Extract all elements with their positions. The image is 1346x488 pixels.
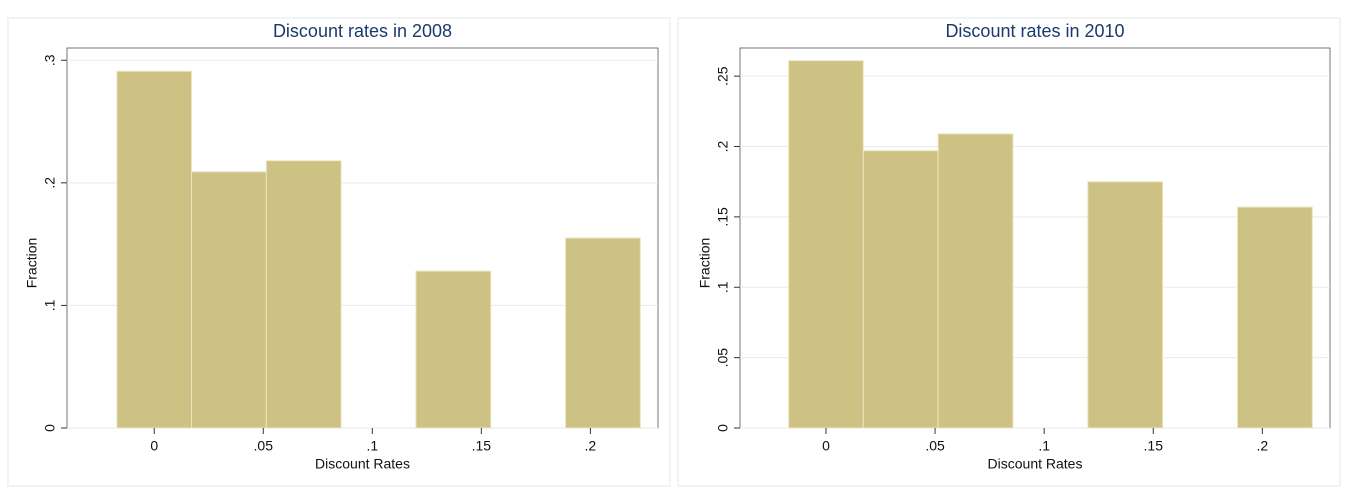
y-tick-label: .2 <box>42 177 58 189</box>
y-tick-label: .1 <box>42 299 58 311</box>
y-tick-label: 0 <box>42 424 58 432</box>
chart-title: Discount rates in 2008 <box>273 21 452 41</box>
y-tick-label: .3 <box>42 54 58 66</box>
x-tick-label: .1 <box>366 438 378 454</box>
x-tick-label: .2 <box>1257 438 1269 454</box>
y-tick-label: .05 <box>715 348 731 368</box>
y-tick-label: .2 <box>715 140 731 152</box>
y-tick-label: .25 <box>715 66 731 86</box>
y-axis-label: Fraction <box>24 238 40 289</box>
x-tick-label: .05 <box>925 438 945 454</box>
y-tick-label: 0 <box>715 424 731 432</box>
bar <box>415 270 492 429</box>
x-axis-label: Discount Rates <box>988 456 1083 472</box>
x-tick-label: .2 <box>585 438 597 454</box>
bar <box>1236 206 1313 429</box>
x-tick-label: .05 <box>254 438 274 454</box>
bar <box>191 171 267 429</box>
bar <box>116 70 193 429</box>
y-axis-label: Fraction <box>697 238 713 289</box>
bar <box>265 160 342 429</box>
x-axis-label: Discount Rates <box>315 456 410 472</box>
x-tick-label: .1 <box>1038 438 1050 454</box>
bar <box>937 133 1014 429</box>
x-tick-label: .15 <box>472 438 492 454</box>
chart-title: Discount rates in 2010 <box>945 21 1124 41</box>
x-tick-label: .15 <box>1144 438 1164 454</box>
bar <box>1087 181 1164 429</box>
y-tick-label: .15 <box>715 207 731 227</box>
bar <box>862 150 939 429</box>
x-tick-label: 0 <box>822 438 830 454</box>
bar <box>788 60 864 429</box>
bar <box>565 237 641 429</box>
x-tick-label: 0 <box>150 438 158 454</box>
y-tick-label: .1 <box>715 281 731 293</box>
